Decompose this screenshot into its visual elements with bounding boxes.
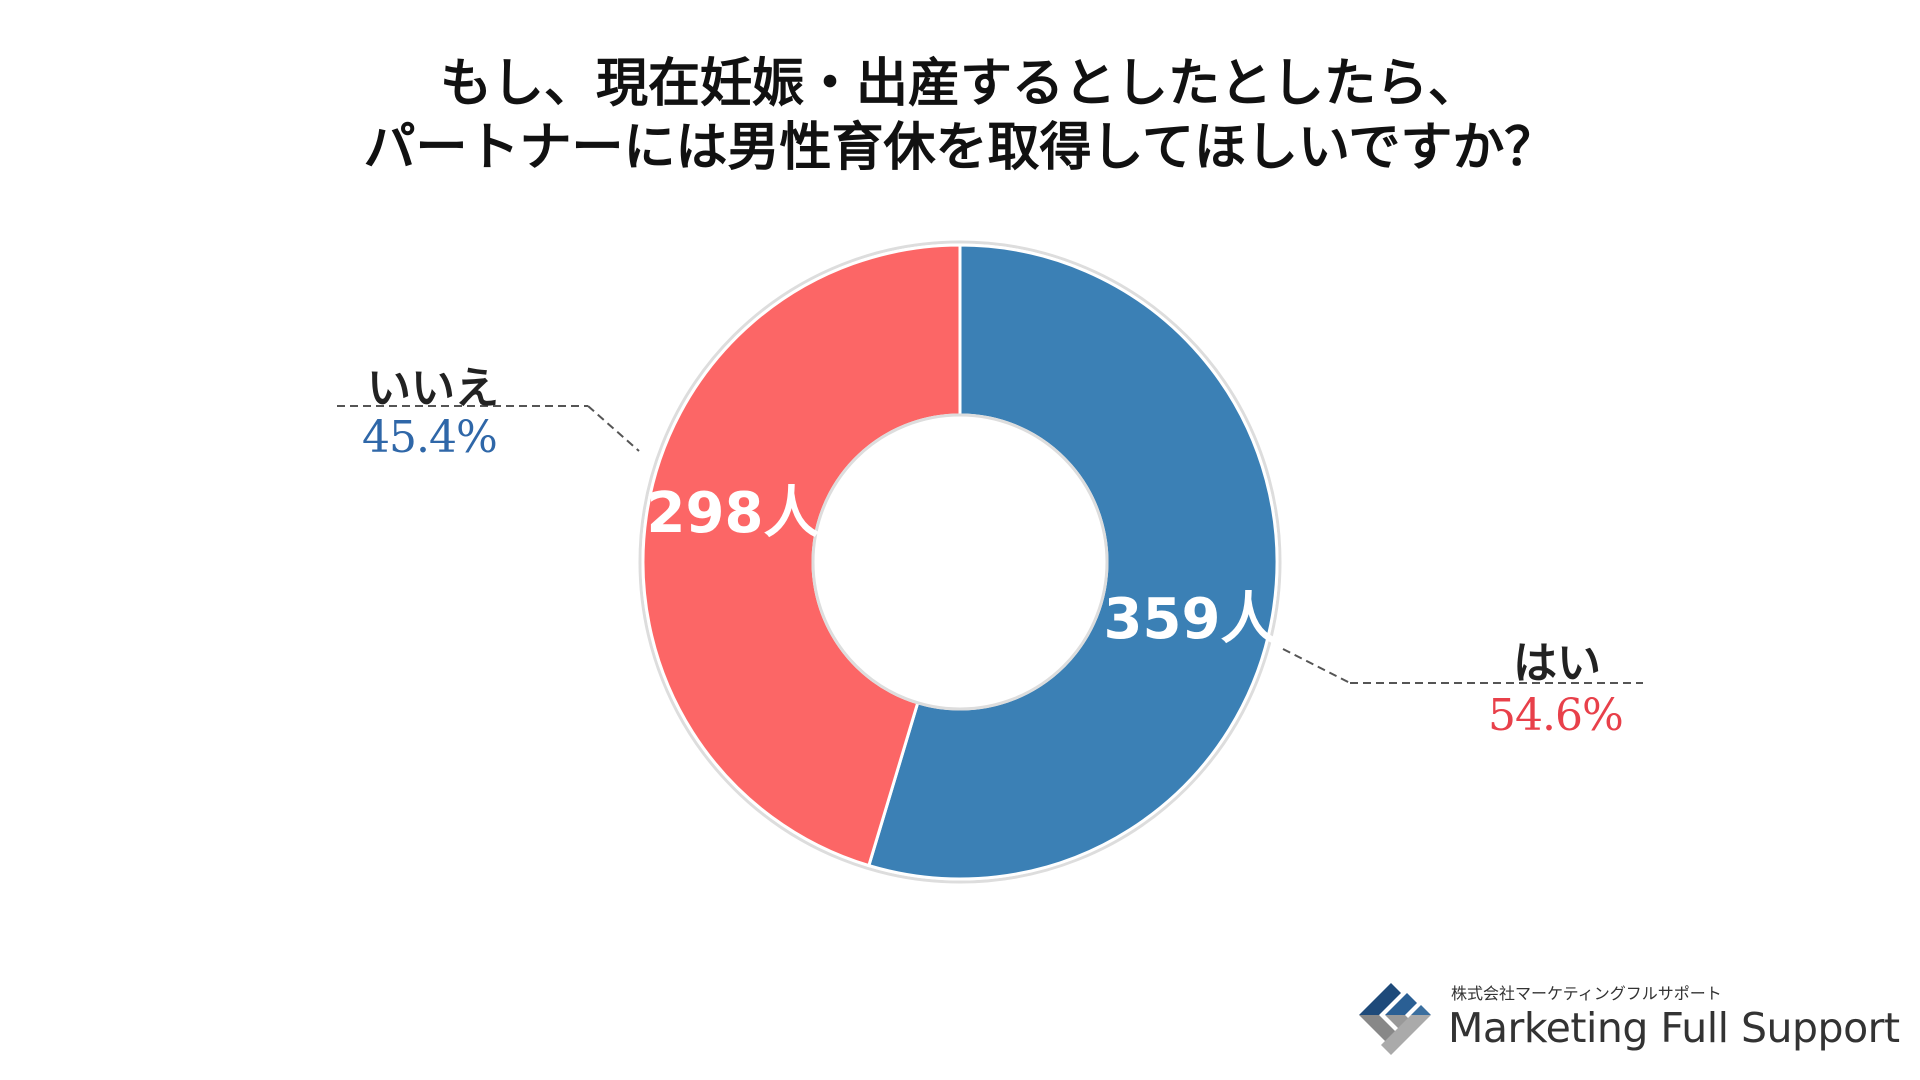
chart-title: もし、現在妊娠・出産するとしたとしたら、 パートナーには男性育休を取得してほしい… xyxy=(0,52,1920,180)
leader-line-no-diag xyxy=(587,405,640,452)
percent-label-no: 45.4% xyxy=(362,412,498,463)
value-label-yes: 359人 xyxy=(1104,587,1277,652)
leader-line-yes-diag xyxy=(1282,648,1351,684)
chart-title-line-1: もし、現在妊娠・出産するとしたとしたら、 xyxy=(439,54,1480,114)
donut-hole xyxy=(811,413,1109,711)
logo-mark xyxy=(1359,983,1431,1055)
category-label-no: いいえ xyxy=(367,363,499,414)
logo-company-jp: 株式会社マーケティングフルサポート xyxy=(1451,984,1722,1003)
value-label-no: 298人 xyxy=(647,481,820,546)
category-label-yes: はい xyxy=(1513,638,1601,689)
chart-title-line-2: パートナーには男性育休を取得してほしいですか？ xyxy=(363,118,1557,178)
percent-label-yes: 54.6% xyxy=(1488,690,1624,741)
logo-company-en: Marketing Full Support xyxy=(1448,1004,1900,1052)
